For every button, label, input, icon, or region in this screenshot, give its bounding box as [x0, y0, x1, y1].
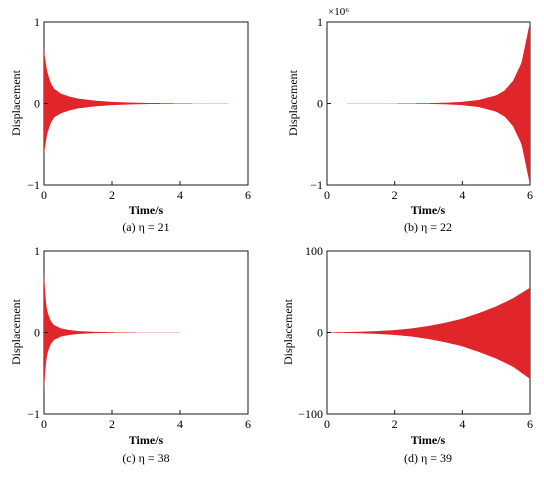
chart-d-xtick-label: 2	[392, 417, 398, 431]
chart-c-ylabel: Displacement	[9, 298, 23, 365]
chart-d-xtick-label: 4	[459, 417, 465, 431]
chart-d-signal-band	[327, 287, 530, 379]
chart-d-ytick-label: −100	[298, 407, 323, 421]
chart-b-svg: 0 2 4 6−101 ×10⁶ Displacement Time/s (b) η …	[286, 6, 533, 234]
chart-d-ytick-label: 100	[305, 244, 323, 258]
chart-a-ytick-label: −1	[27, 178, 40, 192]
chart-c-xtick-label: 2	[109, 417, 115, 431]
chart-d-ytick-label: 0	[317, 326, 323, 340]
chart-b-ticks: 0 2 4 6−101	[310, 15, 533, 202]
chart-d-xtick-label: 0	[324, 417, 330, 431]
chart-c-caption: (c) η = 38	[122, 451, 169, 465]
chart-d-xtick-label: 6	[527, 417, 533, 431]
chart-c-xtick-label: 4	[177, 417, 183, 431]
chart-c-xtick-label: 6	[245, 417, 251, 431]
chart-a-ticks: 0 2 4 6−101	[27, 15, 251, 202]
chart-a-xlabel: Time/s	[129, 203, 164, 217]
chart-d-xlabel: Time/s	[411, 433, 446, 447]
chart-b-xtick-label: 4	[459, 188, 465, 202]
chart-d-caption: (d) η = 39	[404, 451, 452, 465]
chart-b-caption: (b) η = 22	[404, 220, 452, 234]
chart-b-ytick-label: −1	[310, 178, 323, 192]
chart-a-svg: 0 2 4 6−101 Displacement Time/s (a) η = 21	[9, 15, 251, 234]
chart-a-xtick-label: 4	[177, 188, 183, 202]
chart-a-signal-band	[44, 50, 248, 155]
chart-b-ytick-label: 0	[317, 97, 323, 111]
chart-c-ytick-label: 0	[34, 326, 40, 340]
chart-panel-d: 0 2 4 6 −100 0 100 Displacement Time/s (d) η =…	[272, 236, 544, 473]
chart-panel-c: 0 2 4 6 −1 0 1 Displacement Time/s (c) η = 38	[0, 236, 272, 473]
chart-b-xlabel: Time/s	[411, 203, 446, 217]
chart-b-exponent: ×10⁶	[328, 6, 349, 18]
chart-a-ytick-label: 1	[34, 15, 40, 29]
chart-panel-a: 0 2 4 6 −1 0 1 Displacement Time/s (a) η = 21	[0, 0, 272, 236]
chart-b-ylabel: Displacement	[286, 69, 300, 136]
chart-a-ytick-label: 0	[34, 97, 40, 111]
chart-c-xtick-label: 0	[41, 417, 47, 431]
chart-a-xtick-label: 2	[109, 188, 115, 202]
chart-a-ylabel: Displacement	[9, 69, 23, 136]
chart-panel-b: 0 2 4 6 −1 0 1 ×10⁶ Displacement Time/s (b) η …	[272, 0, 544, 236]
chart-c-signal-band	[44, 273, 248, 390]
chart-c-xlabel: Time/s	[129, 433, 164, 447]
chart-b-xtick-label: 2	[392, 188, 398, 202]
chart-b-signal-band	[327, 22, 530, 185]
chart-c-ytick-label: 1	[34, 244, 40, 258]
chart-c-ticks: 0 2 4 6−101	[27, 244, 251, 431]
chart-b-xtick-label: 0	[324, 188, 330, 202]
chart-a-caption: (a) η = 21	[122, 220, 169, 234]
chart-a-xtick-label: 6	[245, 188, 251, 202]
chart-c-svg: 0 2 4 6−101 Displacement Time/s (c) η = 38	[9, 244, 251, 465]
chart-d-ylabel: Displacement	[281, 298, 295, 365]
chart-c-ytick-label: −1	[27, 407, 40, 421]
chart-b-xtick-label: 6	[527, 188, 533, 202]
chart-a-xtick-label: 0	[41, 188, 47, 202]
chart-b-ytick-label: 1	[317, 15, 323, 29]
